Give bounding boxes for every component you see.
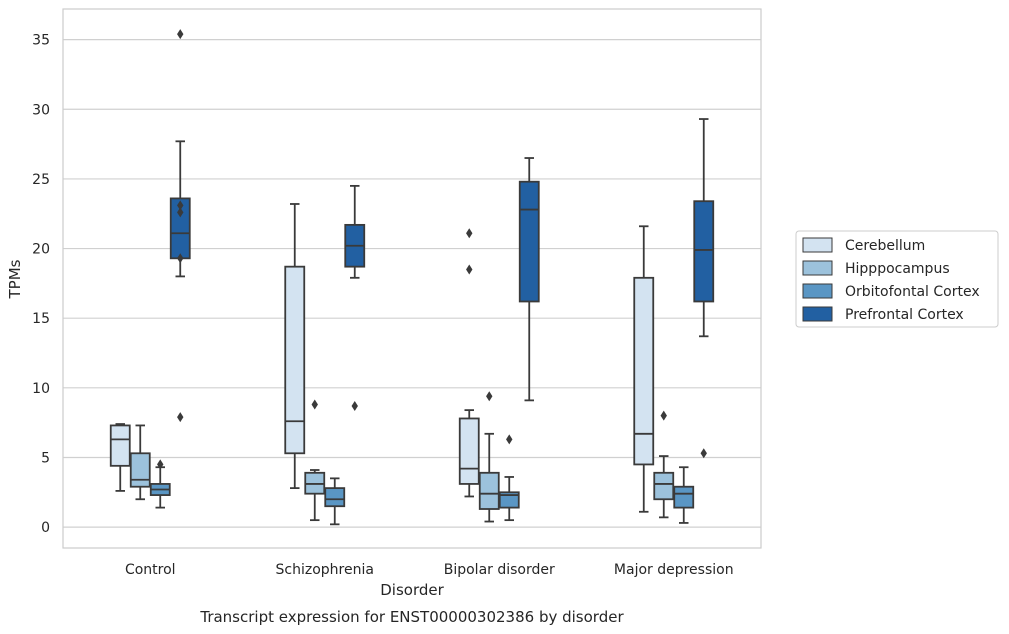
- y-tick-label: 35: [32, 33, 50, 49]
- box-group: [149, 459, 171, 509]
- series-hipppocampus: [129, 391, 675, 523]
- outlier-point: [177, 253, 184, 264]
- legend-label: Cerebellum: [845, 238, 925, 254]
- box-group: [344, 184, 366, 411]
- box-iqr: [653, 471, 675, 501]
- box-iqr: [109, 424, 131, 467]
- y-tick-label: 15: [32, 311, 50, 327]
- x-tick-label: Control: [125, 562, 176, 578]
- outlier-point: [466, 264, 473, 275]
- box-group: [498, 434, 520, 522]
- box-group: [284, 203, 306, 490]
- y-tick-label: 25: [32, 172, 50, 188]
- box-iqr: [129, 452, 151, 488]
- legend: Cerebellum Hipppocampus Orbitofontal Corte…: [795, 230, 999, 328]
- box-group: [633, 225, 655, 513]
- box-group: [324, 477, 346, 526]
- box-group: [304, 399, 326, 522]
- outlier-point: [157, 459, 164, 470]
- legend-swatch: [802, 237, 833, 253]
- outlier-point: [466, 228, 473, 239]
- figure-caption: Transcript expression for ENST0000030238…: [199, 608, 624, 626]
- y-tick-label: 5: [41, 450, 50, 466]
- box-iqr: [673, 485, 695, 509]
- legend-frame: [795, 230, 999, 328]
- outlier-point: [177, 200, 184, 211]
- y-tick-label: 0: [41, 520, 50, 536]
- series-prefrontal-cortex: [169, 29, 715, 459]
- outlier-point: [177, 207, 184, 218]
- outlier-point: [311, 399, 318, 410]
- box-iqr: [458, 417, 480, 485]
- y-axis-title: TPMs: [6, 259, 24, 299]
- box-iqr: [324, 487, 346, 508]
- box-group: [478, 391, 500, 523]
- legend-items: Cerebellum Hipppocampus Orbitofontal Corte…: [802, 237, 980, 323]
- y-tick-label: 10: [32, 381, 50, 397]
- outlier-point: [506, 434, 513, 445]
- y-tick-label: 30: [32, 102, 50, 118]
- box-group: [518, 157, 540, 402]
- outlier-point: [700, 448, 707, 459]
- x-axis-title: Disorder: [380, 581, 444, 599]
- outlier-point: [177, 29, 184, 40]
- y-tick-label: 20: [32, 242, 50, 258]
- box-iqr: [284, 265, 306, 455]
- legend-label: Orbitofontal Cortex: [845, 284, 980, 300]
- legend-swatch: [802, 283, 833, 299]
- box-group: [673, 466, 695, 524]
- plot-background: [63, 9, 761, 548]
- series-orbitofontal-cortex: [149, 434, 695, 526]
- legend-swatch: [802, 306, 833, 322]
- box-group: [458, 228, 480, 498]
- outlier-point: [486, 391, 493, 402]
- box-iqr: [478, 471, 500, 510]
- y-tick-labels: 0 5 10 15 20 25 30 35: [32, 33, 50, 536]
- outlier-point: [351, 400, 358, 411]
- box-group: [129, 424, 151, 501]
- box-group: [109, 423, 131, 492]
- box-group: [653, 410, 675, 519]
- box-group: [693, 118, 715, 459]
- plot-frame: [62, 8, 762, 549]
- legend-swatch: [802, 260, 833, 276]
- box-iqr: [633, 276, 655, 466]
- series-cerebellum: [109, 203, 655, 513]
- x-tick-label: Major depression: [614, 562, 734, 578]
- legend-label: Prefrontal Cortex: [845, 307, 964, 323]
- box-group: [169, 29, 191, 423]
- box-iqr: [498, 491, 520, 509]
- legend-label: Hipppocampus: [845, 261, 950, 277]
- x-tick-label: Schizophrenia: [276, 562, 374, 578]
- box-series: [109, 29, 715, 526]
- box-iqr: [518, 180, 540, 303]
- outlier-point: [660, 410, 667, 421]
- x-tick-label: Bipolar disorder: [444, 562, 555, 578]
- x-tick-labels: Control Schizophrenia Bipolar disorder Majo…: [125, 562, 734, 578]
- box-iqr: [693, 200, 715, 303]
- outlier-point: [177, 412, 184, 423]
